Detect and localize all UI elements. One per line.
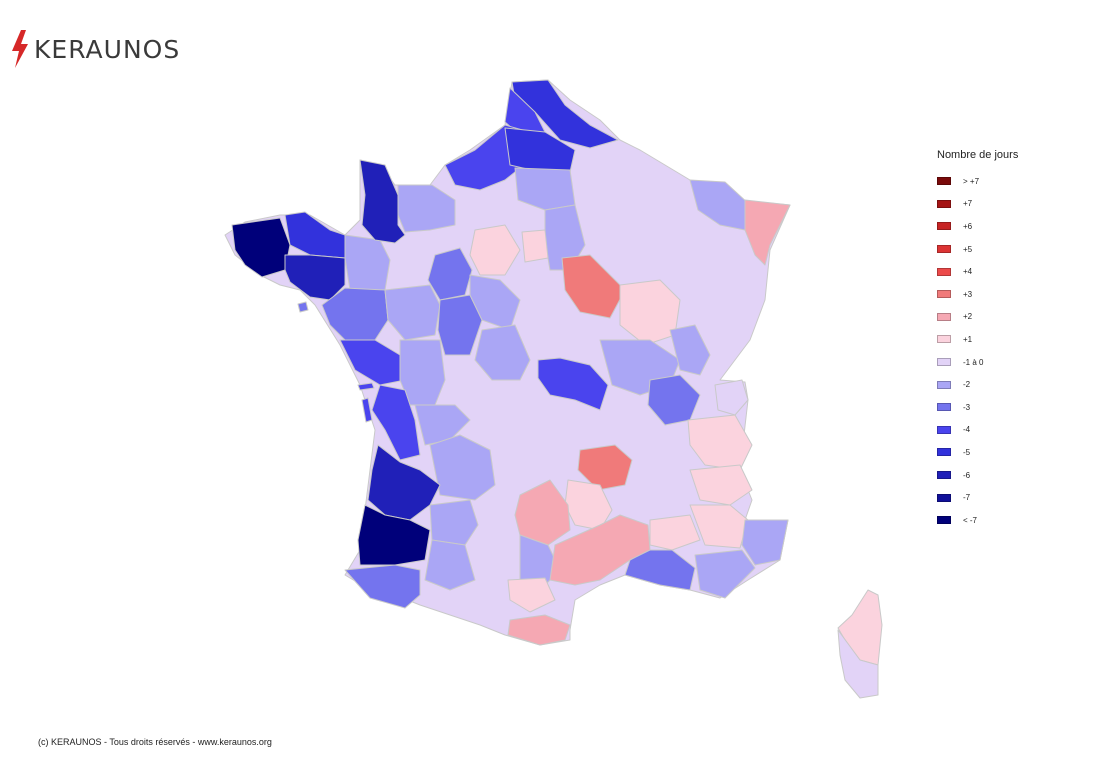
region-finistere bbox=[231, 217, 291, 278]
legend-item: -7 bbox=[937, 486, 1018, 509]
region-haute-savoie bbox=[714, 379, 749, 416]
region-mayenne-maine bbox=[384, 284, 441, 341]
legend-swatch bbox=[937, 267, 951, 276]
legend-item: -3 bbox=[937, 396, 1018, 419]
legend-label: +1 bbox=[963, 334, 973, 344]
region-pyrenees-orientales bbox=[507, 614, 571, 646]
legend-swatch bbox=[937, 177, 951, 186]
legend-swatch bbox=[937, 199, 951, 208]
region-indre bbox=[474, 324, 531, 381]
legend-item: +4 bbox=[937, 260, 1018, 283]
region-drome bbox=[689, 464, 753, 506]
legend-label: +7 bbox=[963, 199, 973, 209]
legend-swatch bbox=[937, 335, 951, 344]
region-dordogne bbox=[429, 434, 496, 501]
region-corse-du-sud bbox=[837, 629, 879, 699]
region-pyrenees-atlantiques bbox=[344, 564, 421, 609]
island-oleron bbox=[361, 397, 373, 423]
legend-swatch bbox=[937, 380, 951, 389]
legend-label: -6 bbox=[963, 470, 971, 480]
region-loire-atlantique bbox=[321, 287, 389, 341]
region-jura bbox=[669, 324, 711, 376]
legend-label: -4 bbox=[963, 425, 971, 435]
region-essonne bbox=[521, 229, 549, 263]
region-bouches-rhone bbox=[624, 549, 696, 591]
legend-swatch bbox=[937, 312, 951, 321]
legend-label: -7 bbox=[963, 493, 971, 503]
region-landes bbox=[357, 504, 431, 566]
copyright-footer: (c) KERAUNOS - Tous droits réservés - ww… bbox=[38, 737, 272, 747]
region-haute-loire bbox=[577, 444, 633, 491]
legend-item: +1 bbox=[937, 328, 1018, 351]
legend-swatch bbox=[937, 493, 951, 502]
legend-item: -2 bbox=[937, 373, 1018, 396]
brand-logo: KERAUNOS bbox=[10, 30, 180, 68]
region-yonne bbox=[561, 254, 626, 319]
legend-item: +6 bbox=[937, 215, 1018, 238]
legend-swatch bbox=[937, 471, 951, 480]
legend-swatch bbox=[937, 245, 951, 254]
legend-item: > +7 bbox=[937, 170, 1018, 193]
region-sarthe bbox=[427, 247, 473, 301]
legend-swatch bbox=[937, 290, 951, 299]
legend-item: -5 bbox=[937, 441, 1018, 464]
legend-item: -4 bbox=[937, 419, 1018, 442]
region-morbihan bbox=[284, 254, 346, 301]
region-bas-rhin bbox=[744, 199, 791, 266]
region-eure-loir bbox=[469, 224, 521, 276]
legend-label: > +7 bbox=[963, 176, 980, 186]
legend-swatch bbox=[937, 358, 951, 367]
lightning-bolt-icon bbox=[12, 30, 28, 68]
legend-item: -6 bbox=[937, 464, 1018, 487]
region-haute-garonne bbox=[507, 577, 556, 613]
region-var bbox=[694, 549, 756, 599]
region-vaucluse bbox=[649, 514, 701, 551]
legend-label: +3 bbox=[963, 289, 973, 299]
legend-item: +7 bbox=[937, 193, 1018, 216]
legend-label: -5 bbox=[963, 447, 971, 457]
region-aveyron bbox=[514, 479, 571, 546]
legend-label: +2 bbox=[963, 312, 973, 322]
island-re bbox=[357, 382, 375, 391]
island-belle-ile bbox=[297, 301, 309, 313]
region-charente-maritime bbox=[371, 384, 421, 461]
legend-item: +3 bbox=[937, 283, 1018, 306]
legend-swatch bbox=[937, 448, 951, 457]
legend-label: +6 bbox=[963, 221, 973, 231]
legend-label: -3 bbox=[963, 402, 971, 412]
legend-label: < -7 bbox=[963, 515, 978, 525]
legend-swatch bbox=[937, 403, 951, 412]
legend-item: +2 bbox=[937, 306, 1018, 329]
legend-swatch bbox=[937, 425, 951, 434]
legend-label: +4 bbox=[963, 267, 973, 277]
brand-name: KERAUNOS bbox=[34, 34, 181, 64]
region-calvados-orne bbox=[397, 184, 456, 233]
legend-label: -1 à 0 bbox=[963, 357, 984, 367]
region-charente bbox=[414, 404, 471, 446]
region-lot-garonne bbox=[429, 499, 479, 546]
legend-swatch bbox=[937, 516, 951, 525]
legend-item: -1 à 0 bbox=[937, 351, 1018, 374]
region-gironde bbox=[367, 444, 441, 521]
legend-swatch bbox=[937, 222, 951, 231]
legend-item: < -7 bbox=[937, 509, 1018, 532]
legend-item: +5 bbox=[937, 238, 1018, 261]
region-manche bbox=[359, 159, 406, 244]
legend-label: +5 bbox=[963, 244, 973, 254]
region-gers bbox=[424, 539, 476, 591]
legend-title: Nombre de jours bbox=[937, 149, 1019, 161]
region-alpes-maritimes bbox=[741, 519, 789, 566]
map-legend: Nombre de jours > +7 +7 +6 +5 +4 +3 +2 +1 -1 à 0… bbox=[937, 149, 1018, 532]
legend-label: -2 bbox=[963, 380, 971, 390]
region-allier bbox=[537, 357, 609, 411]
